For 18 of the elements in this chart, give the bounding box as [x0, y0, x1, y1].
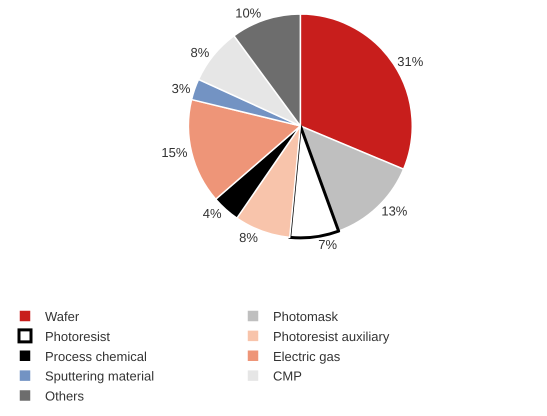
data-label: 8% — [239, 230, 258, 246]
data-label: 10% — [235, 5, 262, 20]
data-label: 4% — [202, 206, 222, 222]
data-label: 15% — [161, 145, 188, 160]
data-label: 7% — [318, 236, 338, 252]
legend-label: Others — [45, 388, 85, 404]
legend-label: Wafer — [45, 309, 80, 324]
legend-label: Sputtering material — [45, 368, 154, 384]
data-label: 13% — [381, 203, 408, 218]
legend-label: Photoresist — [45, 328, 110, 344]
legend-label: Electric gas — [273, 348, 341, 364]
legend-label: Photomask — [273, 309, 339, 324]
legend-label: Photoresist auxiliary — [273, 328, 390, 344]
legend-label: Process chemical — [45, 348, 147, 364]
data-label: 31% — [397, 54, 424, 70]
legend-label: CMP — [273, 368, 302, 384]
data-label: 8% — [190, 44, 210, 60]
data-label: 3% — [172, 81, 191, 96]
